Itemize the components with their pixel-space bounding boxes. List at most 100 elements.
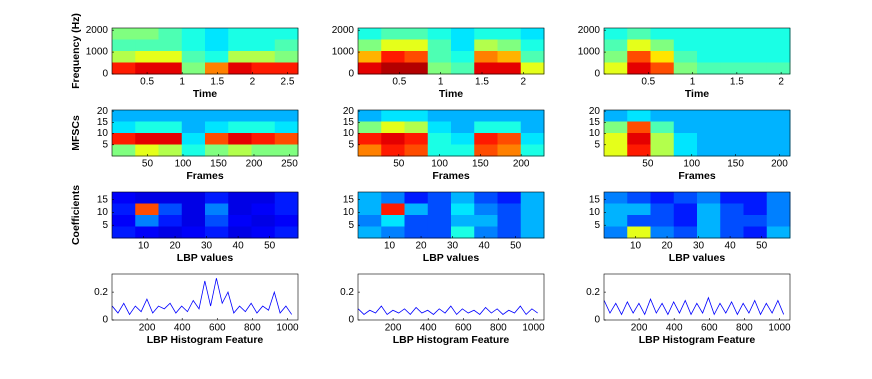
heat-cell xyxy=(604,226,628,239)
x-tick-label: 30 xyxy=(693,241,705,252)
heat-cell xyxy=(205,226,229,239)
y-tick-label: 15 xyxy=(343,194,355,205)
heat-cell xyxy=(520,192,545,204)
y-tick-label: 0 xyxy=(102,69,108,80)
y-tick-label: 15 xyxy=(589,194,601,205)
heat-cell xyxy=(158,144,183,157)
heat-cell xyxy=(451,203,475,216)
heat-cell xyxy=(766,110,791,122)
heat-cell xyxy=(766,215,791,227)
heat-cell xyxy=(205,51,229,63)
heat-cell xyxy=(520,226,545,239)
heat-cell xyxy=(181,51,206,63)
heat-cell xyxy=(228,110,252,122)
heat-cell xyxy=(251,110,276,122)
heat-cell xyxy=(673,62,698,75)
heat-cell xyxy=(228,39,252,52)
heat-cell xyxy=(627,39,651,52)
heat-cell xyxy=(627,62,651,75)
y-tick-label: 10 xyxy=(97,207,109,218)
x-tick-label: 40 xyxy=(479,241,491,252)
heat-cell xyxy=(158,192,183,204)
heat-cell xyxy=(650,203,675,216)
heat-cell xyxy=(720,192,744,204)
x-tick-label: 800 xyxy=(736,323,753,334)
heat-cell xyxy=(358,28,382,40)
y-axis-label: Frequency (Hz) xyxy=(70,13,82,89)
heat-cell xyxy=(474,62,498,75)
heat-cell xyxy=(228,51,252,63)
heat-cell xyxy=(743,215,768,227)
heat-cell xyxy=(743,62,768,75)
heat-cell xyxy=(205,203,229,216)
heat-cell xyxy=(158,215,183,227)
x-tick-label: 1 xyxy=(690,77,696,88)
heat-cell xyxy=(627,110,651,122)
x-tick-label: 40 xyxy=(233,241,245,252)
x-tick-label: 1000 xyxy=(522,323,545,334)
heat-cell xyxy=(720,133,744,145)
heat-cell xyxy=(520,110,545,122)
heat-cell xyxy=(274,39,299,52)
x-tick-label: 150 xyxy=(210,159,227,170)
heat-cell xyxy=(474,121,498,134)
heat-cell xyxy=(497,215,522,227)
heat-cell xyxy=(627,215,651,227)
heat-cell xyxy=(427,39,452,52)
x-tick-label: 150 xyxy=(727,159,744,170)
y-tick-label: 10 xyxy=(343,207,355,218)
y-tick-label: 0.2 xyxy=(586,287,600,298)
heat-cell xyxy=(697,144,721,157)
heat-cell xyxy=(158,121,183,134)
x-tick-label: 400 xyxy=(420,323,437,334)
heat-cell xyxy=(404,203,429,216)
heat-cell xyxy=(381,110,405,122)
heat-cell xyxy=(604,51,628,63)
heat-cell xyxy=(604,121,628,134)
heat-cell xyxy=(743,133,768,145)
x-tick-label: 800 xyxy=(244,323,261,334)
x-axis-label: LBP values xyxy=(669,252,726,264)
heat-cell xyxy=(135,28,159,40)
heat-cell xyxy=(181,39,206,52)
heat-cell xyxy=(135,192,159,204)
x-tick-label: 1.5 xyxy=(475,77,489,88)
heat-cell xyxy=(181,121,206,134)
heat-cell xyxy=(181,144,206,157)
heat-cell xyxy=(627,192,651,204)
heat-cell xyxy=(381,144,405,157)
heat-cell xyxy=(251,215,276,227)
heat-cell xyxy=(451,110,475,122)
heat-cell xyxy=(520,39,545,52)
heat-cell xyxy=(381,192,405,204)
y-tick-label: 5 xyxy=(102,220,108,231)
heat-cell xyxy=(427,28,452,40)
heat-cell xyxy=(697,203,721,216)
x-tick-label: 200 xyxy=(631,323,648,334)
x-axis-label: Time xyxy=(685,88,709,100)
axes-box xyxy=(603,191,791,239)
y-tick-label: 2000 xyxy=(332,25,355,36)
heat-cell xyxy=(228,226,252,239)
heat-cell xyxy=(404,28,429,40)
heat-cell xyxy=(673,51,698,63)
y-tick-label: 5 xyxy=(102,139,108,150)
heat-cell xyxy=(404,51,429,63)
heat-cell xyxy=(205,28,229,40)
axes-box xyxy=(357,273,545,321)
heat-cell xyxy=(697,28,721,40)
heat-cell xyxy=(181,203,206,216)
heat-cell xyxy=(497,39,522,52)
x-tick-label: 100 xyxy=(431,159,448,170)
heat-cell xyxy=(112,215,136,227)
heat-cell xyxy=(381,28,405,40)
axes-box xyxy=(111,27,299,75)
heat-cell xyxy=(205,192,229,204)
heat-cell xyxy=(205,39,229,52)
x-tick-label: 600 xyxy=(455,323,472,334)
y-tick-label: 15 xyxy=(343,117,355,128)
heat-cell xyxy=(251,133,276,145)
heat-cell xyxy=(427,144,452,157)
heat-cell xyxy=(205,215,229,227)
